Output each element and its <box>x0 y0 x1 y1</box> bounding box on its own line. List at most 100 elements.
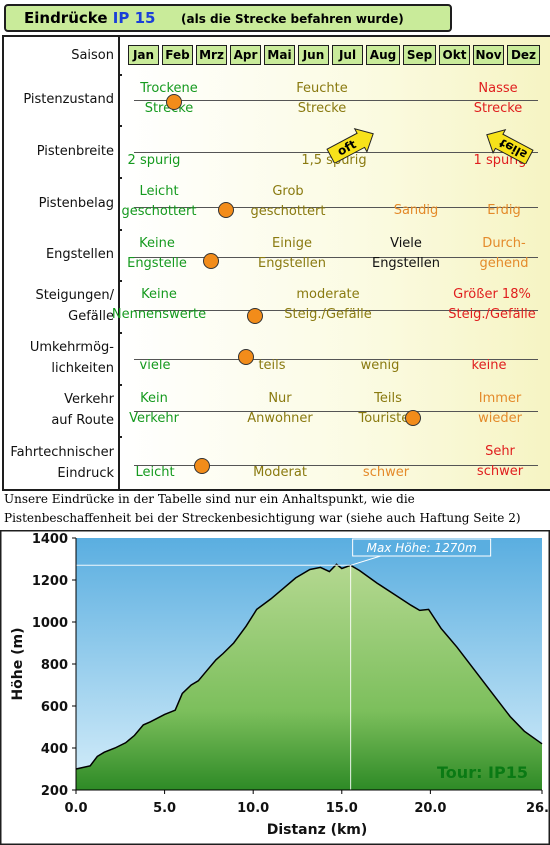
option-text: Strecke <box>297 100 347 116</box>
disclaimer-note: Unsere Eindrücke in der Tabelle sind nur… <box>4 492 521 525</box>
option-text: wieder <box>478 411 522 426</box>
scale-line <box>134 411 538 412</box>
month-mrz[interactable]: Mrz <box>196 45 227 65</box>
row-label-lines: Pistenbreite <box>37 141 114 162</box>
row-label-lines: Engstellen <box>46 244 114 265</box>
row-label-lines: Verkehr auf Route <box>51 389 114 431</box>
row-label: Pistenzustand <box>4 74 120 125</box>
row-label: Umkehrmög-lichkeiten <box>4 332 120 384</box>
y-tick-label: 1000 <box>32 616 68 631</box>
elevation-area <box>76 564 542 790</box>
month-label: Jun <box>302 48 325 62</box>
row-label-text: Pistenzustand <box>23 92 114 107</box>
row-label: Engstellen <box>4 229 120 280</box>
option: 2 spurig <box>128 151 181 171</box>
y-tick-label: 600 <box>41 700 68 715</box>
y-tick-label: 400 <box>41 742 68 757</box>
criteria-row: Pistenbreite 2 spurig 1,5 spurig 1 spurig of… <box>4 125 550 179</box>
month-mai[interactable]: Mai <box>264 45 295 65</box>
criteria-row: Engstellen Keine Engstelle Einige Engstellen… <box>4 229 550 282</box>
row-label-text: Eindruck <box>57 465 114 481</box>
option: Einige Engstellen <box>258 234 326 274</box>
month-dez[interactable]: Dez <box>507 45 540 65</box>
option-text: Viele <box>390 235 422 251</box>
option: Viele Engstellen <box>372 234 440 274</box>
max-label: Max Höhe: 1270m <box>367 541 477 555</box>
criteria-row: Fahrtechnischer Eindruck Leicht Moderat schw… <box>4 436 550 489</box>
option: Leicht geschottert <box>122 182 197 222</box>
option-text: 2 spurig <box>127 153 181 168</box>
row-label-text: Pistenbelag <box>38 195 114 211</box>
row-label-lines: Steigungen/Gefälle <box>35 285 114 327</box>
row-label: Verkehr auf Route <box>4 384 120 436</box>
x-tick-label: 26.3 <box>526 801 550 816</box>
option-text: Strecke <box>473 100 523 116</box>
option: Sehr schwer <box>477 442 523 482</box>
row-label-text: Fahrtechnischer <box>10 444 114 460</box>
teils-arrow: teils <box>486 129 534 164</box>
month-label: Sep <box>406 48 433 62</box>
option: Immer wieder <box>478 389 522 429</box>
option: Leicht <box>135 463 174 483</box>
row-label-text: Gefälle <box>68 309 114 324</box>
month-jul[interactable]: Jul <box>332 45 363 65</box>
row-label: Saison <box>4 37 120 74</box>
y-tick-label: 800 <box>41 658 68 673</box>
month-jan[interactable]: Jan <box>128 45 159 65</box>
month-apr[interactable]: Apr <box>230 45 261 65</box>
month-sep[interactable]: Sep <box>403 45 436 65</box>
x-tick-label: 20.0 <box>414 801 446 816</box>
rating-marker <box>238 349 254 365</box>
option-text: Engstelle <box>127 255 187 271</box>
month-label: Feb <box>165 48 190 62</box>
month-aug[interactable]: Aug <box>366 45 400 65</box>
rating-marker <box>194 458 210 474</box>
option-text: Teils <box>374 391 402 406</box>
option: Durch-gehend <box>480 234 529 274</box>
option: Nasse Strecke <box>474 79 523 119</box>
x-tick-label: 10.0 <box>237 801 269 816</box>
row-cell: Jan Feb Mrz Apr Mai Jun Jul Aug Sep Okt Nov Dez <box>122 37 550 74</box>
row-label-text: lichkeiten <box>51 361 114 376</box>
month-nov[interactable]: Nov <box>473 45 504 65</box>
option: schwer <box>363 463 409 483</box>
month-feb[interactable]: Feb <box>162 45 193 65</box>
option-text: Durch- <box>482 235 526 251</box>
option-text: geschottert <box>250 204 326 219</box>
elevation-line <box>75 563 543 770</box>
option: Sandig <box>394 201 439 221</box>
option-text: Kein <box>140 391 168 406</box>
row-label-lines: Fahrtechnischer Eindruck <box>10 442 114 484</box>
rating-marker <box>166 94 182 110</box>
option: Keine Nennenswerte <box>112 285 206 325</box>
option: Teils Touristen <box>359 389 418 429</box>
rating-marker <box>405 410 421 426</box>
max-label-box <box>352 538 492 557</box>
option-text: Größer 18% <box>453 287 531 302</box>
x-axis-label: Distanz (km) <box>267 822 368 838</box>
option: Nur Anwohner <box>247 389 313 429</box>
row-label: Fahrtechnischer Eindruck <box>4 436 120 489</box>
month-jun[interactable]: Jun <box>298 45 329 65</box>
row-label: Pistenbreite <box>4 125 120 177</box>
month-label: Aug <box>369 48 397 62</box>
month-label: Jan <box>132 48 155 62</box>
row-cell: Keine Engstelle Einige Engstellen Viele Engst… <box>122 229 550 280</box>
tour-badge: Tour: IP15 <box>437 763 528 782</box>
row-label-text: Engstellen <box>45 247 114 262</box>
option-text: wenig <box>360 358 400 373</box>
option-text: Engstellen <box>371 255 441 271</box>
row-label-text: Saison <box>71 48 114 63</box>
max-label-pointer <box>350 555 381 566</box>
header-box: Eindrücke IP 15 (als die Strecke befahre… <box>4 4 452 32</box>
option-text: Leicht <box>135 464 175 480</box>
y-tick-label: 200 <box>41 784 68 799</box>
row-label-lines: Pistenbelag <box>39 193 114 214</box>
option-text: Verkehr <box>129 411 179 426</box>
row-label: Steigungen/Gefälle <box>4 280 120 332</box>
month-label: Okt <box>442 48 467 62</box>
row-cell: Leicht geschottert Grob geschottert Sandig Er… <box>122 177 550 229</box>
scale-line <box>134 359 538 360</box>
month-okt[interactable]: Okt <box>439 45 470 65</box>
option-text: Keine <box>141 287 177 302</box>
